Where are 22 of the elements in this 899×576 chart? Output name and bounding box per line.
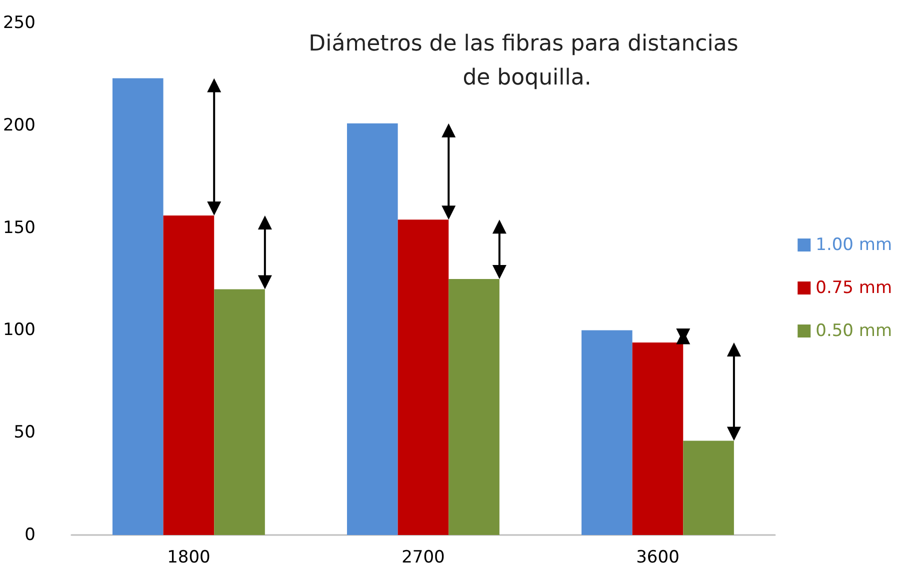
- bar: [398, 220, 449, 535]
- y-tick-label: 0: [24, 525, 36, 545]
- bar: [112, 78, 164, 535]
- legend-label: 0.50 mm: [816, 321, 892, 341]
- y-tick-label: 100: [2, 320, 36, 340]
- bar: [448, 279, 500, 535]
- bar: [214, 289, 265, 535]
- bar: [163, 216, 214, 535]
- bar: [632, 342, 684, 535]
- y-tick-label: 50: [14, 422, 36, 443]
- bar: [347, 123, 398, 535]
- y-tick-label: 250: [2, 13, 36, 33]
- legend-label: 1.00 mm: [816, 235, 892, 255]
- x-tick-label: 2700: [402, 548, 445, 568]
- text: Diámetros de las fibras para distancias de boquilla.: [308, 32, 746, 90]
- bar: [683, 440, 734, 535]
- y-tick-label: 200: [2, 115, 36, 136]
- y-tick-label: 150: [2, 218, 36, 238]
- x-tick-label: 3600: [636, 548, 680, 568]
- bar: [582, 330, 632, 535]
- legend-label: 0.75 mm: [816, 278, 892, 298]
- x-tick-label: 1800: [167, 548, 210, 568]
